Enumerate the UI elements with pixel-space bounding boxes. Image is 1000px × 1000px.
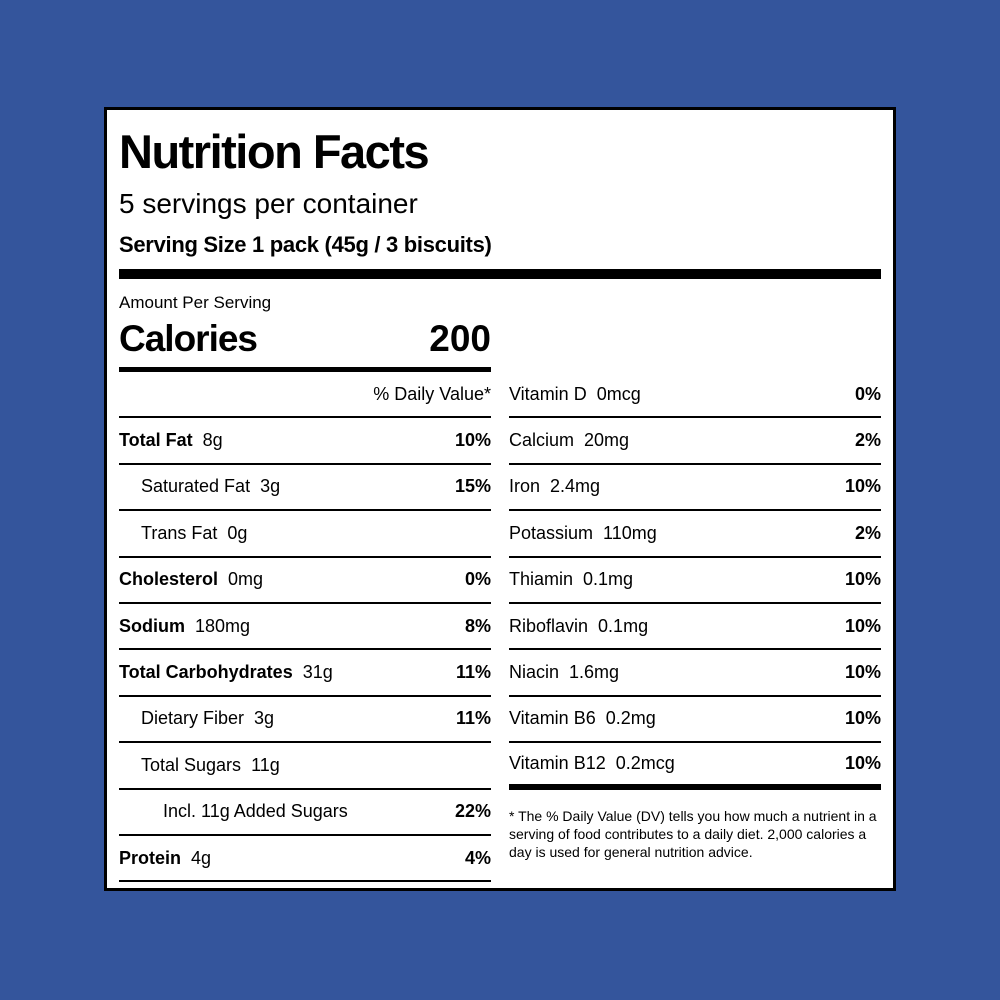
nutrient-name: Sodium [119, 615, 185, 636]
nutrient-dv: 10% [454, 430, 491, 451]
vitamin-name: Calcium [509, 430, 575, 451]
vitamin-amount: 0mcg [596, 383, 641, 404]
nutrient-name: Trans Fat [141, 522, 218, 543]
vitamin-row: Calcium 20mg 2% [509, 418, 881, 465]
nutrient-dv: 11% [455, 662, 491, 683]
vitamin-row: Niacin 1.6mg 10% [509, 650, 881, 697]
nutrient-amount: 31g [302, 662, 333, 683]
vitamin-dv: 2% [854, 522, 881, 543]
nutrient-name: Protein [119, 847, 182, 868]
vitamin-row: Iron 2.4mg 10% [509, 465, 881, 512]
nutrient-name: Incl. 11g Added Sugars [163, 801, 348, 822]
vitamin-name: Vitamin B12 [509, 752, 606, 773]
nutrient-amount: 4g [191, 847, 212, 868]
nutrient-amount: 180mg [195, 615, 251, 636]
nutrient-row: Saturated Fat 3g 15% [119, 465, 491, 512]
nutrient-dv: 8% [464, 615, 491, 636]
vitamin-dv: 2% [854, 430, 881, 451]
vitamin-dv: 10% [844, 569, 881, 590]
nutrient-amount: 0mg [228, 569, 264, 590]
nutrient-name: Saturated Fat [141, 476, 251, 497]
vitamin-amount: 2.4mg [550, 476, 601, 497]
nutrient-name: Cholesterol [119, 569, 219, 590]
dv-header-row: % Daily Value* [119, 372, 491, 419]
nutrient-row: Trans Fat 0g [119, 511, 491, 558]
nutrient-row: Total Carbohydrates 31g 11% [119, 650, 491, 697]
nutrient-row: Sodium 180mg 8% [119, 604, 491, 651]
nutrient-row: Incl. 11g Added Sugars 22% [119, 790, 491, 836]
vitamin-row: Vitamin B6 0.2mg 10% [509, 697, 881, 744]
nutrient-row: Protein 4g 4% [119, 836, 491, 883]
vitamin-amount: 0.1mg [598, 615, 649, 636]
vitamin-name: Iron [509, 476, 541, 497]
nutrient-dv: 0% [464, 569, 491, 590]
nutrient-row: Dietary Fiber 3g 11% [119, 697, 491, 744]
vitamin-dv: 0% [854, 383, 881, 404]
vitamin-name: Niacin [509, 662, 560, 683]
calories-value: 200 [429, 318, 491, 359]
vitamin-name: Vitamin B6 [509, 708, 596, 729]
nutrient-name: Dietary Fiber [141, 708, 245, 729]
serving-size: Serving Size 1 pack (45g / 3 biscuits) [119, 232, 492, 257]
vitamin-amount: 20mg [584, 430, 630, 451]
vitamin-dv: 10% [844, 476, 881, 497]
footnote: * The % Daily Value (DV) tells you how m… [509, 808, 877, 860]
nutrient-row: Total Fat 8g 10% [119, 418, 491, 465]
vitamin-dv: 10% [844, 615, 881, 636]
vitamin-dv: 10% [844, 708, 881, 729]
nutrient-amount: 3g [254, 708, 275, 729]
nutrient-amount: 11g [251, 754, 280, 775]
nutrient-amount: 8g [202, 430, 223, 451]
nutrient-dv: 22% [454, 801, 491, 822]
vitamin-row: Vitamin D 0mcg 0% [509, 372, 881, 419]
nutrient-name: Total Carbohydrates [119, 662, 293, 683]
divider [119, 367, 491, 372]
vitamin-amount: 110mg [603, 522, 657, 543]
vitamin-amount: 0.1mg [583, 569, 634, 590]
vitamin-row: Potassium 110mg 2% [509, 511, 881, 558]
servings: 5 servings per container [119, 188, 418, 219]
vitamin-name: Vitamin D [509, 383, 587, 404]
vitamin-amount: 1.6mg [569, 662, 620, 683]
amount-caption: Amount Per Serving [119, 293, 272, 312]
nutrient-row: Cholesterol 0mg 0% [119, 558, 491, 604]
vitamin-row: Thiamin 0.1mg 10% [509, 558, 881, 604]
label-box: Nutrition Facts 5 servings per container… [104, 107, 896, 891]
nutrient-dv: 11% [455, 708, 491, 729]
nutrient-name: Total Fat [119, 430, 193, 451]
title: Nutrition Facts [119, 125, 430, 178]
nutrient-amount: 0g [227, 522, 248, 543]
calories-label: Calories [119, 318, 258, 359]
vitamin-row: Riboflavin 0.1mg 10% [509, 604, 881, 651]
vitamin-amount: 0.2mcg [615, 752, 675, 773]
vitamin-dv: 10% [844, 662, 881, 683]
divider [119, 269, 881, 279]
vitamin-name: Riboflavin [509, 615, 589, 636]
vitamin-name: Potassium [509, 522, 594, 543]
vitamin-amount: 0.2mg [605, 708, 656, 729]
dv-header: % Daily Value* [373, 383, 491, 404]
vitamin-dv: 10% [844, 752, 881, 773]
nutrient-dv: 15% [454, 476, 491, 497]
nutrient-dv: 4% [464, 847, 491, 868]
nutrient-row: Total Sugars 11g [119, 743, 491, 790]
vitamin-name: Thiamin [509, 569, 574, 590]
vitamin-row: Vitamin B12 0.2mcg 10% [509, 743, 881, 790]
nutrient-name: Total Sugars [141, 754, 242, 775]
nutrient-amount: 3g [260, 476, 281, 497]
